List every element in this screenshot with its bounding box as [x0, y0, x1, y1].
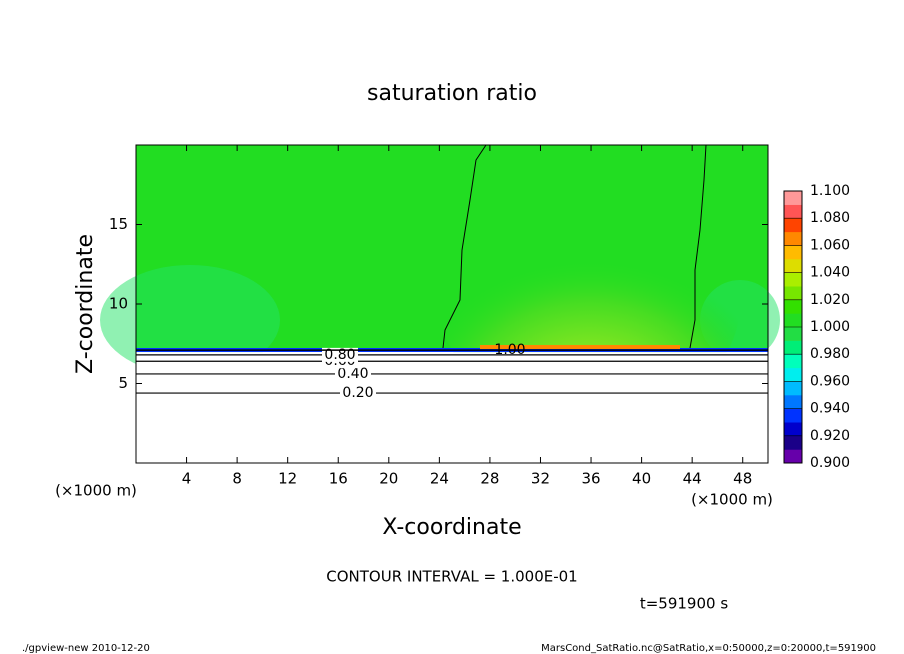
x-tick-label: 48: [733, 470, 752, 488]
x-tick-label: 12: [278, 470, 297, 488]
contour-label-bg: [335, 366, 371, 381]
colorbar-band: [784, 218, 802, 233]
colorbar-band: [784, 422, 802, 437]
footer-right: MarsCond_SatRatio.nc@SatRatio,x=0:50000,…: [541, 643, 876, 654]
x-tick-label: 20: [379, 470, 398, 488]
y-tick-label: 10: [109, 295, 128, 313]
chart-title: saturation ratio: [367, 81, 537, 106]
layer: 0.200.400.600.801.00: [136, 342, 768, 463]
contour-label-bg: [340, 386, 376, 401]
x-tick-label: 8: [232, 470, 242, 488]
y-tick-label: 5: [118, 374, 128, 392]
x-axis-label: X-coordinate: [382, 515, 521, 540]
colorbar-tick-label: 1.060: [810, 237, 850, 253]
colorbar-band: [784, 408, 802, 423]
x-tick-label: 40: [632, 470, 651, 488]
contour-label: 0.80: [324, 347, 355, 363]
x-tick-label: 4: [182, 470, 192, 488]
time-label: t=591900 s: [640, 595, 728, 613]
colorbar-tick-label: 1.020: [810, 292, 850, 308]
contour-line: [689, 144, 707, 349]
colorbar-band: [784, 286, 802, 301]
colorbar-band: [784, 354, 802, 369]
colorbar-band: [784, 299, 802, 314]
colorbar-tick-label: 1.000: [810, 319, 850, 335]
x-tick-label: 36: [581, 470, 600, 488]
colorbar-tick-label: 1.100: [810, 183, 850, 199]
x-tick-label: 24: [430, 470, 449, 488]
field-band: [480, 345, 680, 349]
contour-label: 0.20: [342, 385, 373, 401]
colorbar-tick-label: 0.900: [810, 455, 850, 471]
colorbar-band: [784, 435, 802, 450]
colorbar-tick-label: 0.920: [810, 428, 850, 444]
contour-label: 1.00: [494, 342, 525, 358]
contour-line: [442, 144, 487, 349]
colorbar-band: [784, 204, 802, 219]
colorbar-tick-label: 0.960: [810, 373, 850, 389]
colorbar-band: [784, 395, 802, 409]
colorbar-band: [784, 259, 802, 273]
x-tick-label: 16: [329, 470, 348, 488]
contour-label: 0.40: [337, 366, 368, 382]
y-tick-label: 15: [109, 215, 128, 233]
field-clear: [136, 352, 768, 463]
colorbar-band: [784, 327, 802, 341]
colorbar-band: [784, 231, 802, 246]
colorbar-band: [784, 313, 802, 328]
colorbar-tick-label: 1.080: [810, 210, 850, 226]
x-unit: (×1000 m): [691, 491, 773, 509]
y-unit: (×1000 m): [55, 482, 137, 500]
x-tick-label: 32: [531, 470, 550, 488]
colorbar-tick-label: 0.980: [810, 346, 850, 362]
x-tick-label: 28: [480, 470, 499, 488]
colorbar-band: [784, 340, 802, 355]
contour-interval: CONTOUR INTERVAL = 1.000E-01: [326, 568, 577, 586]
footer-left: ./gpview-new 2010-12-20: [22, 643, 150, 654]
colorbar-band: [784, 381, 802, 396]
y-axis-label: Z-coordinate: [73, 234, 98, 374]
colorbar-band: [784, 367, 802, 382]
colorbar-band: [784, 449, 802, 464]
contour-label-bg: [322, 347, 358, 362]
colorbar-tick-label: 0.940: [810, 401, 850, 417]
colorbar-band: [784, 191, 802, 205]
colorbar-band: [784, 245, 802, 260]
field-patch: [100, 265, 280, 375]
x-tick-label: 44: [683, 470, 702, 488]
colorbar-tick-label: 1.040: [810, 265, 850, 281]
colorbar-band: [784, 272, 802, 287]
